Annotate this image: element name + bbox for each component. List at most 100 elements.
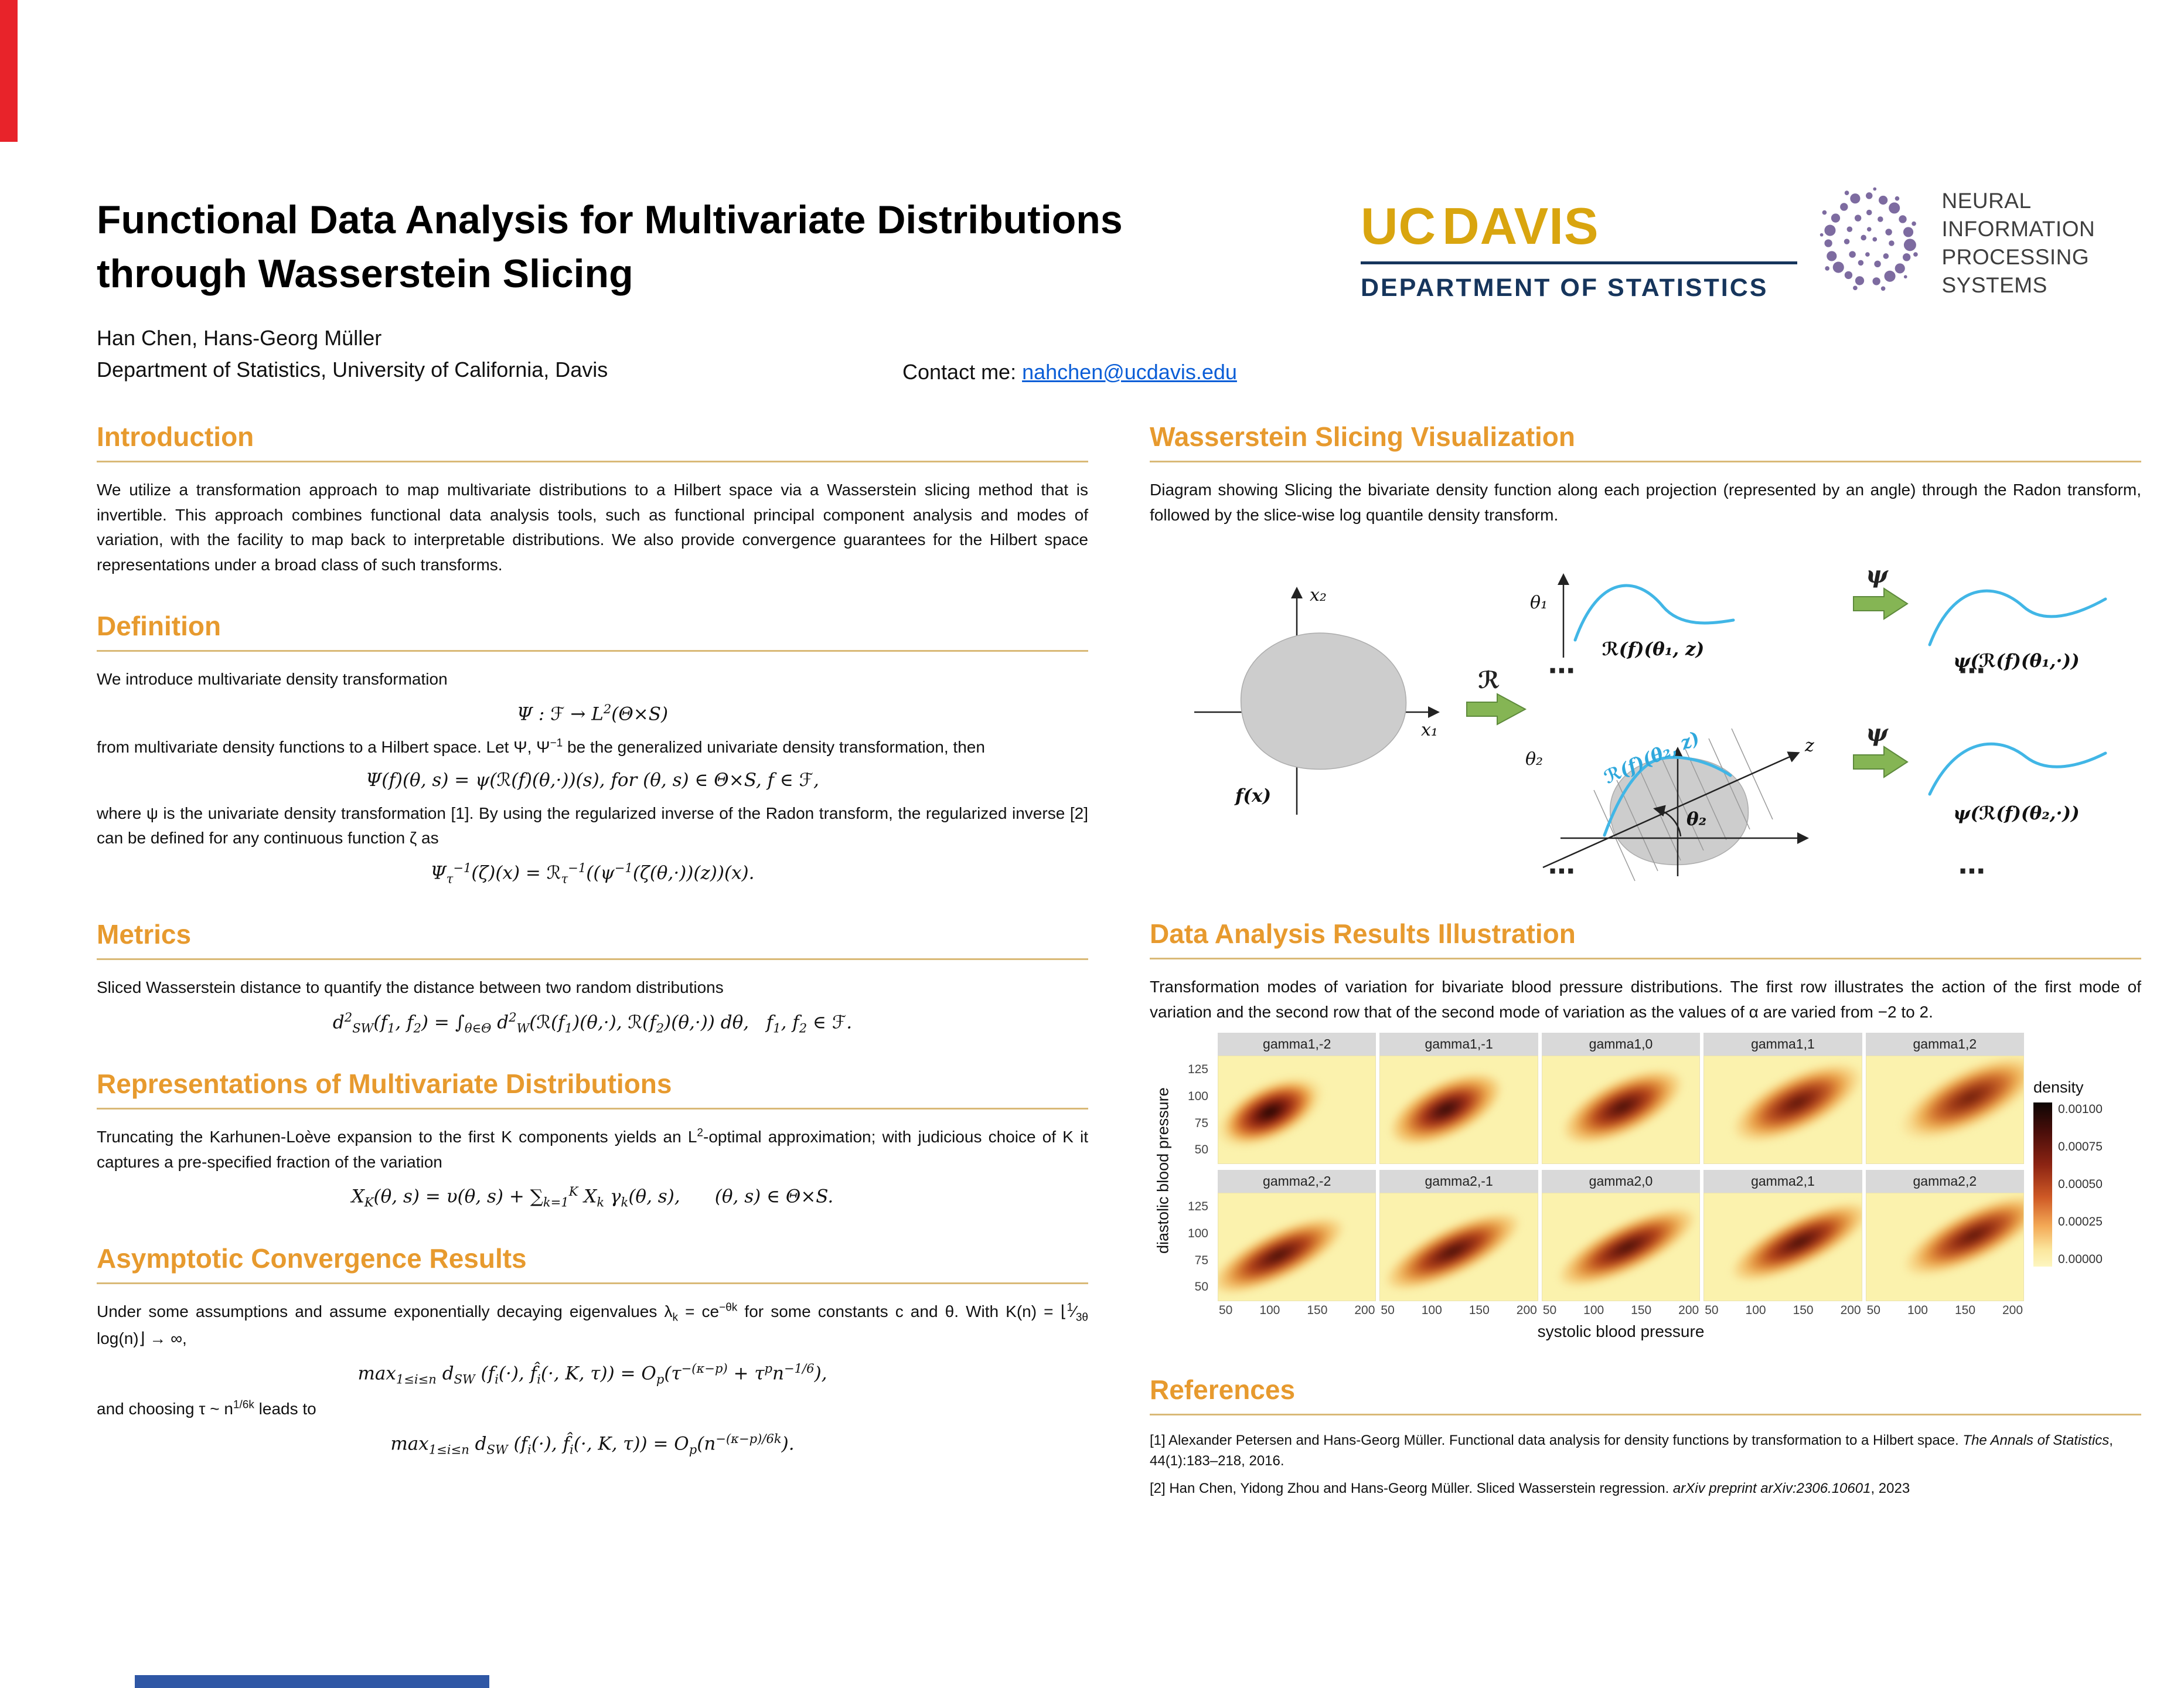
heatmap-panel: [1541, 1193, 1701, 1302]
definition-p3: where ψ is the univariate density transf…: [97, 804, 1088, 848]
neurips-wordmark: NEURAL INFORMATION PROCESSING SYSTEMS: [1941, 187, 2184, 300]
poster-title-line1: Functional Data Analysis for Multivariat…: [97, 198, 1123, 242]
neurips-line2: PROCESSING SYSTEMS: [1941, 245, 2090, 298]
panel-header: gamma1,0: [1541, 1033, 1701, 1056]
mid-right-ellipsis: ⋯: [1958, 655, 1985, 686]
x-ticks-panel: 50 100 150 200: [1219, 1304, 1375, 1318]
definition-heading: Definition: [97, 610, 1088, 652]
ucdavis-davis-text: DAVIS: [1442, 197, 1599, 255]
panel-header-row-2: gamma2,-2 gamma2,-1 gamma2,0 gamma2,1 ga…: [1177, 1170, 2025, 1193]
neurips-logo: NEURAL INFORMATION PROCESSING SYSTEMS: [1805, 173, 2184, 314]
label-psi-top: ψ: [1866, 561, 1889, 588]
legend-labels: 0.00100 0.00075 0.00050 0.00025 0.00000: [2058, 1102, 2103, 1267]
section-introduction: Introduction We utilize a transformation…: [97, 421, 1088, 577]
panel-header: gamma1,2: [1865, 1033, 2025, 1056]
top-left-red-accent: [0, 0, 18, 142]
panel-header: gamma1,1: [1703, 1033, 1862, 1056]
ucdavis-wordmark: UC DAVIS: [1361, 200, 1797, 252]
metrics-heading: Metrics: [97, 918, 1088, 961]
introduction-body: We utilize a transformation approach to …: [97, 481, 1088, 574]
panel-header: gamma1,-2: [1218, 1033, 1377, 1056]
ucdavis-logo: UC DAVIS DEPARTMENT OF STATISTICS: [1361, 200, 1797, 302]
label-theta2: θ₂: [1525, 749, 1543, 770]
section-visualization: Wasserstein Slicing Visualization Diagra…: [1150, 421, 2141, 885]
heatmap-panel: [1218, 1193, 1377, 1302]
representations-p1: Truncating the Karhunen-Loève expansion …: [97, 1127, 1089, 1171]
label-radon: ℛ: [1478, 666, 1500, 694]
poster-title-line2: through Wasserstein Slicing: [97, 251, 633, 296]
asymptotic-formula-2: max1≤i≤n dSW (fi(·), f̂i(·, K, τ)) = Op(…: [390, 1431, 795, 1457]
section-asymptotic: Asymptotic Convergence Results Under som…: [97, 1243, 1088, 1457]
panel-header: gamma2,2: [1865, 1170, 2025, 1193]
figure-y-axis-label: diastolic blood pressure: [1154, 1087, 1172, 1254]
panel-header: gamma2,1: [1703, 1170, 1862, 1193]
heatmap-panel: [1703, 1056, 1862, 1165]
bottom-left-blue-accent: [135, 1675, 489, 1688]
panel-header: gamma2,-1: [1379, 1170, 1538, 1193]
results-caption: Transformation modes of variation for bi…: [1150, 978, 2141, 1021]
contact-label: Contact me:: [902, 360, 1023, 384]
panel-body-row-2: 125 100 75 50: [1177, 1193, 2025, 1302]
metrics-p1: Sliced Wasserstein distance to quantify …: [97, 978, 724, 997]
right-column: Wasserstein Slicing Visualization Diagra…: [1150, 421, 2141, 1532]
asymptotic-heading: Asymptotic Convergence Results: [97, 1243, 1088, 1284]
left-column: Introduction We utilize a transformation…: [97, 421, 1088, 1490]
bottom-right-ellipsis: ⋯: [1958, 856, 1985, 885]
definition-formula-1: Ψ : ℱ → L2(Θ×S): [516, 701, 669, 725]
figure-x-axis-label: systolic blood pressure: [1537, 1322, 1705, 1341]
panel-body-row-1: 125 100 75 50: [1177, 1056, 2025, 1165]
contact-line: Contact me: nahchen@ucdavis.edu: [902, 360, 1237, 384]
heatmap-panel: [1218, 1056, 1377, 1165]
definition-formula-2: Ψ(f)(θ, s) = ψ(ℛ(f)(θ,·))(s), for (θ, s)…: [366, 769, 819, 791]
mid-left-ellipsis: ⋯: [1548, 655, 1575, 686]
contact-email-link[interactable]: nahchen@ucdavis.edu: [1022, 360, 1237, 384]
y-ticks-row-2: 125 100 75 50: [1187, 1200, 1208, 1294]
neurips-line1: NEURAL INFORMATION: [1941, 188, 2096, 241]
ucdavis-rule: [1361, 261, 1797, 264]
wasserstein-slicing-diagram: x₂ x₁ f(x) ℛ θ₁ ℛ(f)(θ₁, z) ⋯ ⋯ θ₂: [1194, 561, 2107, 885]
results-figure: diastolic blood pressure gamma1,-2 gamma…: [1150, 1033, 2141, 1341]
bottom-left-ellipsis: ⋯: [1548, 856, 1575, 885]
representations-formula: XK(θ, s) = υ(θ, s) + ∑k=1K Xk γk(θ, s), …: [351, 1184, 834, 1210]
results-heading: Data Analysis Results Illustration: [1150, 918, 2141, 960]
section-metrics: Metrics Sliced Wasserstein distance to q…: [97, 918, 1088, 1035]
neurips-dots-icon: [1820, 187, 1918, 291]
x-ticks-panel: 50 100 150 200: [1542, 1304, 1699, 1318]
reference-2: [2] Han Chen, Yidong Zhou and Hans-Georg…: [1150, 1480, 1910, 1496]
figure-legend: density 0.00100 0.00075 0.00050 0.00025 …: [2024, 1033, 2141, 1341]
psi-arrow-top: [1853, 587, 1909, 620]
heatmap-panel: [1865, 1193, 2025, 1302]
label-theta1: θ₁: [1530, 593, 1548, 613]
psi-arrow-bottom: [1853, 746, 1909, 778]
introduction-heading: Introduction: [97, 421, 1088, 462]
affiliation: Department of Statistics, University of …: [97, 358, 608, 382]
section-definition: Definition We introduce multivariate den…: [97, 610, 1088, 886]
metrics-formula: d2SW(f1, f2) = ∫θ∈Θ d2W(ℛ(f1)(θ,·), ℛ(f2…: [332, 1009, 853, 1036]
x-ticks-panel: 50 100 150 200: [1381, 1304, 1537, 1318]
asymptotic-p2: and choosing τ ~ n1/6k leads to: [97, 1399, 316, 1418]
ucdavis-department-text: DEPARTMENT OF STATISTICS: [1361, 274, 1769, 302]
asymptotic-formula-1: max1≤i≤n dSW (fi(·), f̂i(·, K, τ)) = Op(…: [357, 1360, 827, 1387]
section-references: References [1] Alexander Petersen and Ha…: [1150, 1374, 2141, 1499]
visualization-heading: Wasserstein Slicing Visualization: [1150, 421, 2141, 462]
authors: Han Chen, Hans-Georg Müller: [97, 326, 382, 350]
figure-panel-grid: gamma1,-2 gamma1,-1 gamma1,0 gamma1,1 ga…: [1177, 1033, 2025, 1341]
x-ticks-panel: 50 100 150 200: [1866, 1304, 2023, 1318]
radon-arrow: [1466, 693, 1527, 726]
label-psi-bottom: ψ: [1866, 719, 1889, 747]
label-fx: f(x): [1234, 785, 1271, 806]
heatmap-panel: [1703, 1193, 1862, 1302]
asymptotic-p1: Under some assumptions and assume expone…: [97, 1301, 1088, 1348]
y-ticks-row-1: 125 100 75 50: [1187, 1063, 1208, 1157]
poster-title: Functional Data Analysis for Multivariat…: [97, 193, 1474, 301]
label-x1: x₁: [1421, 720, 1438, 740]
label-x2: x₂: [1310, 585, 1327, 605]
panel-header-row-1: gamma1,-2 gamma1,-1 gamma1,0 gamma1,1 ga…: [1177, 1033, 2025, 1056]
label-psi-out1: ψ(ℛ(f)(θ₁,·)): [1953, 651, 2079, 672]
visualization-caption: Diagram showing Slicing the bivariate de…: [1150, 481, 2141, 524]
representations-heading: Representations of Multivariate Distribu…: [97, 1068, 1088, 1110]
x-ticks-panel: 50 100 150 200: [1705, 1304, 1861, 1318]
panel-header: gamma2,-2: [1218, 1170, 1377, 1193]
x-tick-row: 50 100 150 200 50 100 150 200 50 100 150 200 50 10…: [1177, 1304, 2024, 1318]
